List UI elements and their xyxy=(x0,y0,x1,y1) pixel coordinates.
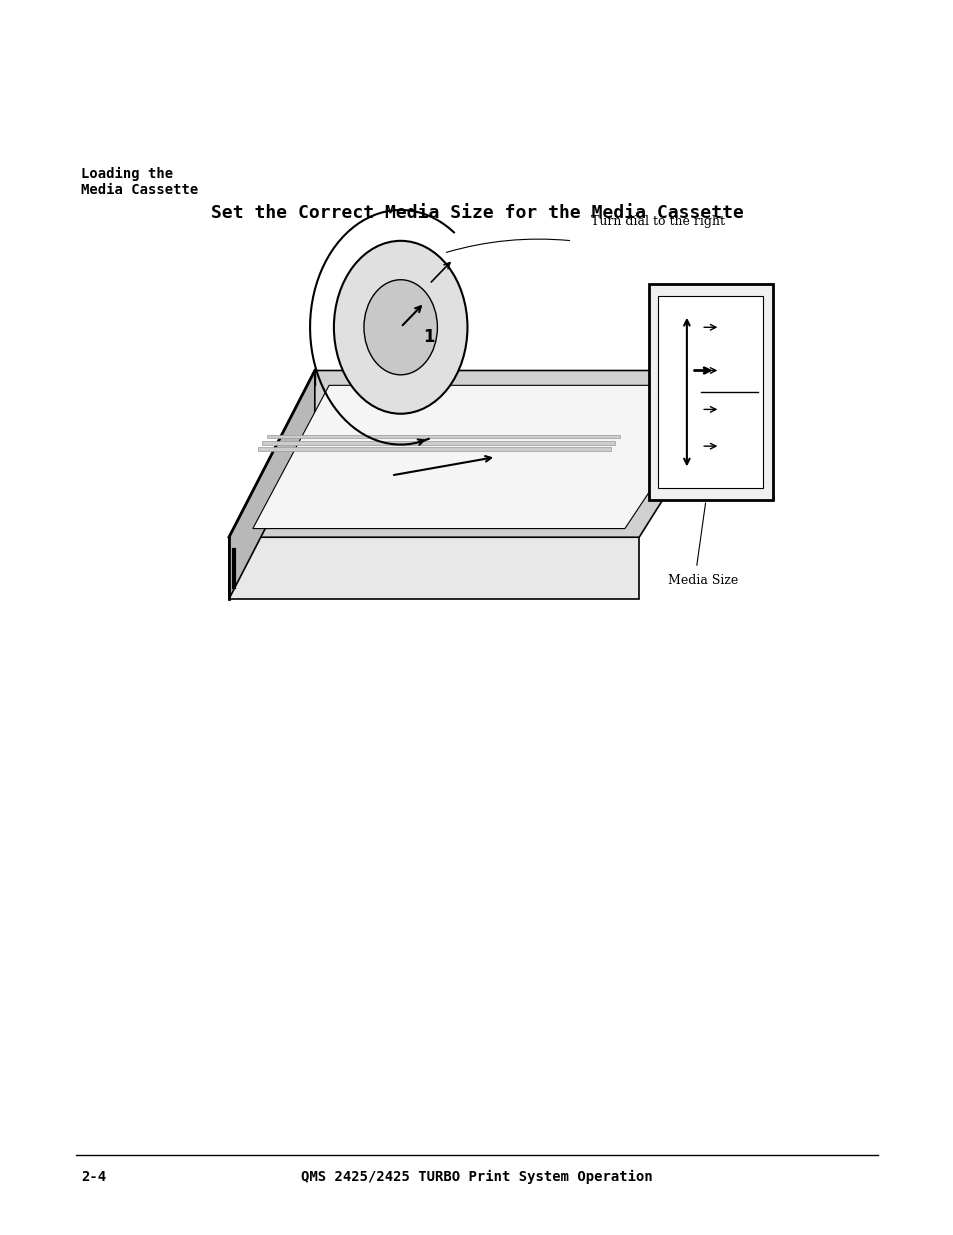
Circle shape xyxy=(364,280,436,375)
Text: 1: 1 xyxy=(423,329,435,346)
Text: Set the Correct Media Size for the Media Cassette: Set the Correct Media Size for the Media… xyxy=(211,204,742,222)
Text: Loading the
Media Cassette: Loading the Media Cassette xyxy=(81,167,198,198)
FancyBboxPatch shape xyxy=(658,296,762,488)
Polygon shape xyxy=(267,435,619,438)
Text: Media Size: Media Size xyxy=(667,574,738,588)
Polygon shape xyxy=(257,447,610,451)
Polygon shape xyxy=(253,385,720,529)
Polygon shape xyxy=(229,537,639,599)
Polygon shape xyxy=(229,370,314,599)
Text: QMS 2425/2425 TURBO Print System Operation: QMS 2425/2425 TURBO Print System Operati… xyxy=(301,1170,652,1183)
Polygon shape xyxy=(229,370,743,537)
Polygon shape xyxy=(262,441,615,445)
Circle shape xyxy=(334,241,467,414)
Text: Turn dial to the right: Turn dial to the right xyxy=(591,215,724,228)
FancyBboxPatch shape xyxy=(648,284,772,500)
Text: 2-4: 2-4 xyxy=(81,1170,106,1183)
